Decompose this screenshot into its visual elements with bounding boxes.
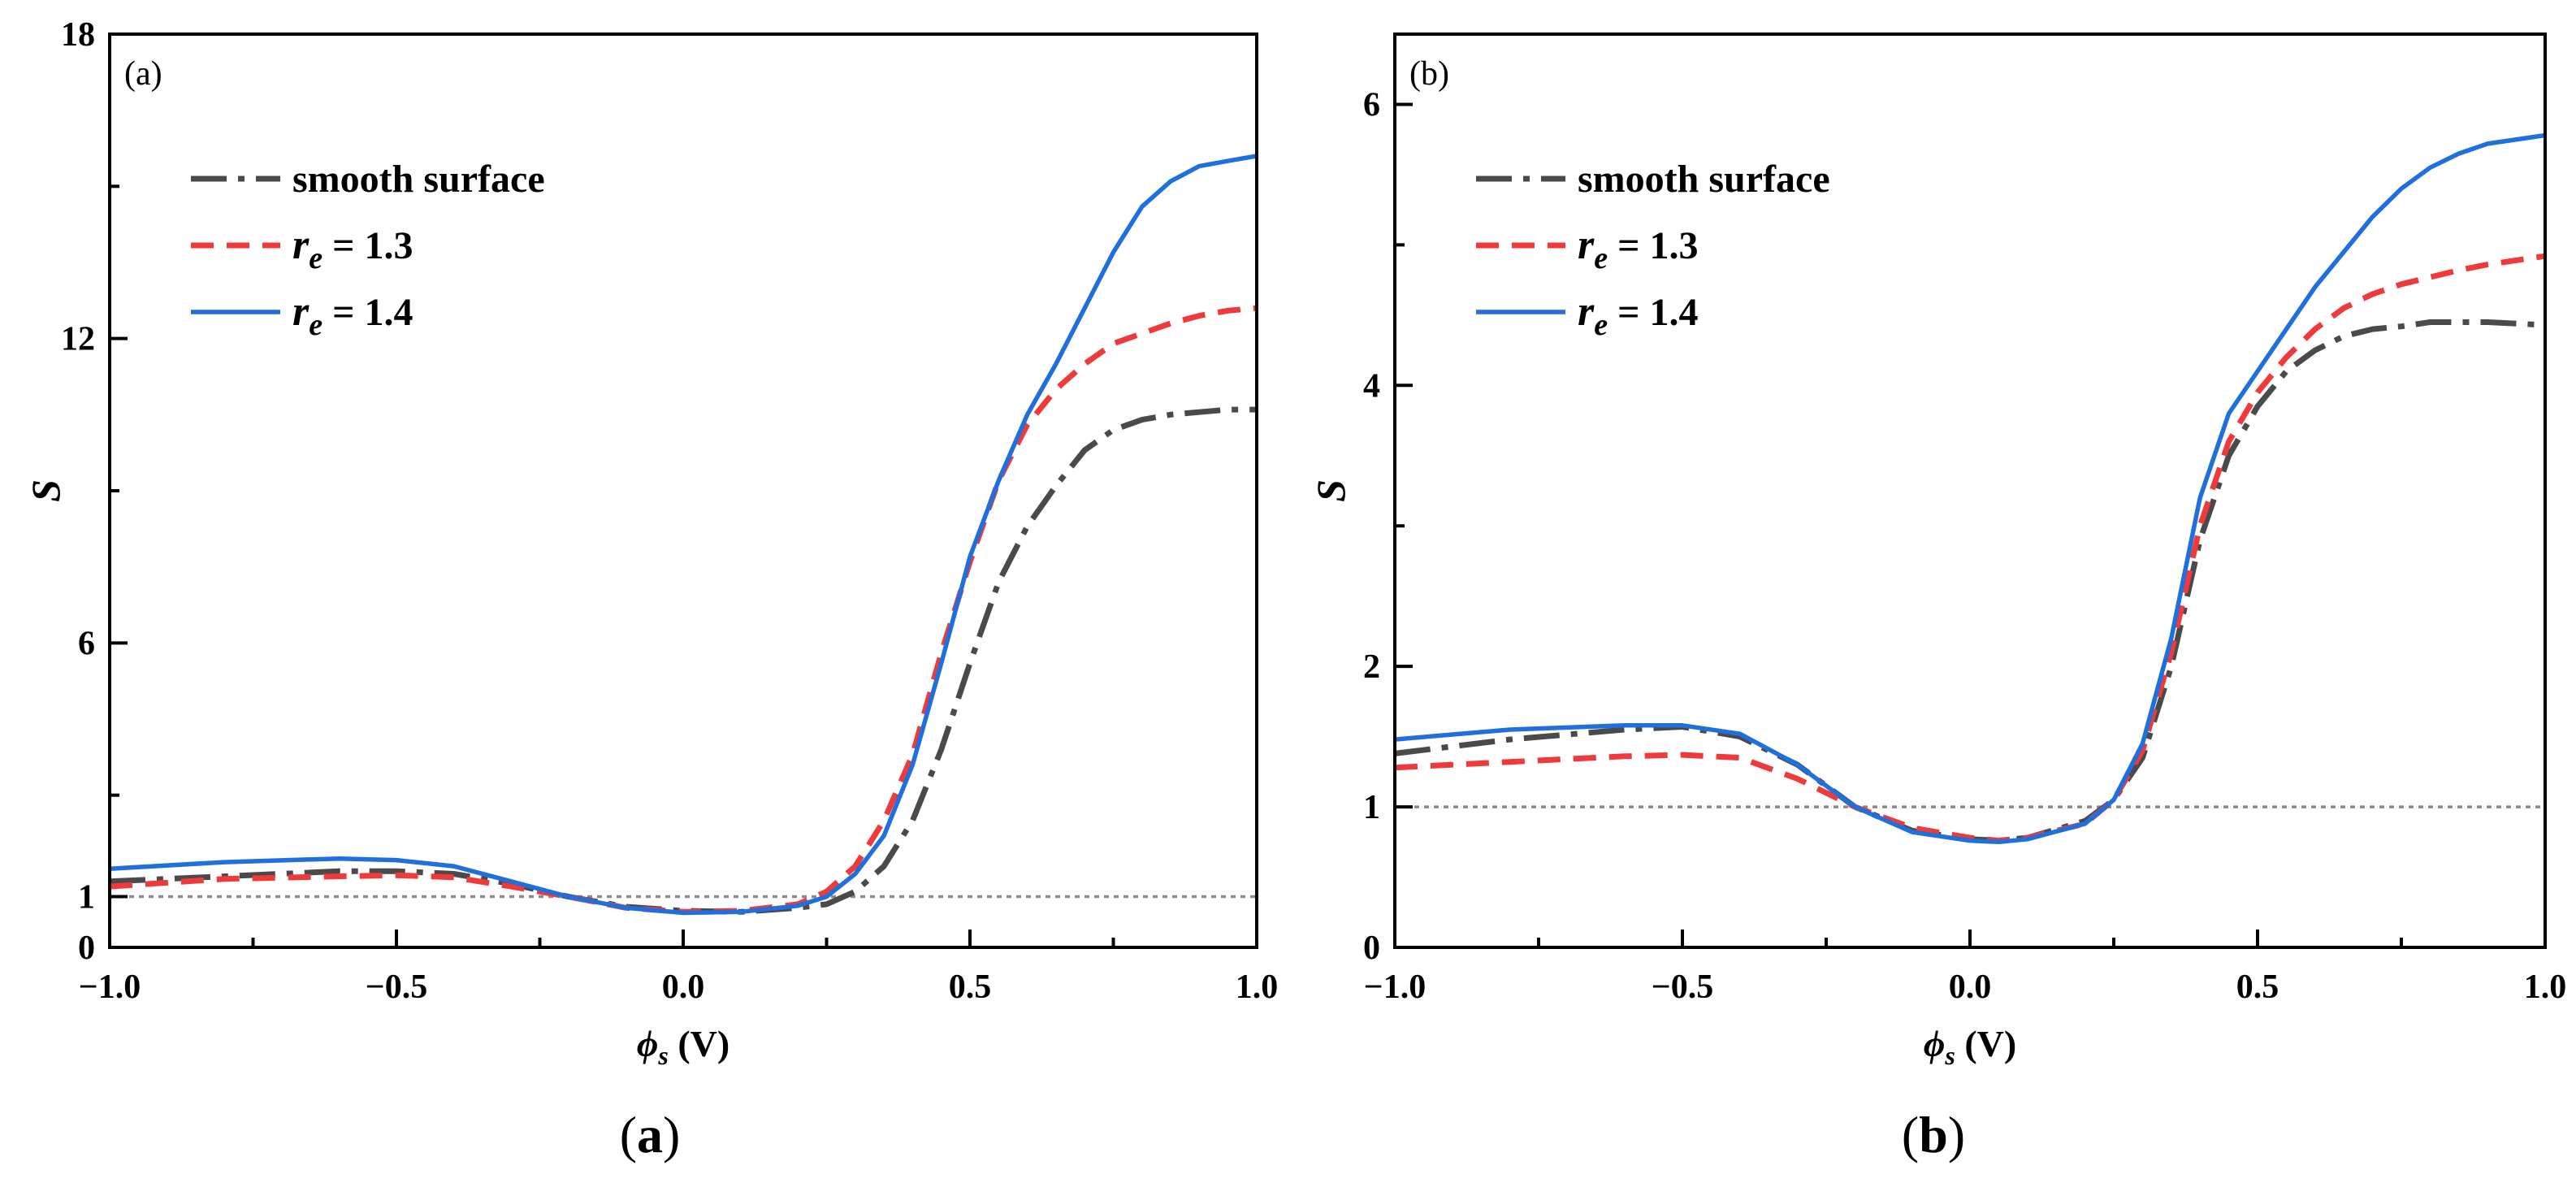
y-tick-label: 6: [1363, 86, 1380, 124]
x-axis-symbol: ϕ: [637, 1023, 659, 1064]
y-tick-label: 2: [1363, 648, 1380, 686]
series-line-solid: [1394, 132, 2546, 845]
caption-letter: a: [637, 1106, 663, 1164]
y-tick-label: 12: [61, 321, 95, 358]
legend-symbol: r: [1578, 288, 1595, 335]
legend-value: = 1.4: [323, 291, 413, 334]
series-line-dashdot: [1394, 319, 2546, 844]
chart-panel-b: −1.0 −0.5 0.0 0.5 1.0 0 1 2 4 6 (b) Sϕs (V) smooth s…: [1308, 32, 2567, 1164]
legend-symbol: r: [292, 288, 310, 335]
x-tick-label: −1.0: [79, 968, 141, 1006]
legend-symbol: r: [1578, 222, 1595, 268]
x-tick-label: −1.0: [1364, 968, 1426, 1006]
x-axis-unit: (V): [1955, 1023, 2016, 1064]
x-axis-title: ϕs (V): [637, 1023, 730, 1070]
x-tick-label: 0.0: [1949, 968, 1992, 1006]
panel-label: (b): [1409, 55, 1449, 93]
x-tick-label: 1.0: [2524, 968, 2567, 1006]
plot-frame: [108, 32, 1258, 949]
x-axis-subscript: s: [657, 1041, 668, 1070]
y-tick-label: 6: [78, 625, 95, 662]
legend-value: = 1.4: [1608, 291, 1698, 334]
caption-open: (: [620, 1106, 637, 1164]
x-tick-label: −0.5: [366, 968, 427, 1006]
legend-subscript: e: [309, 241, 323, 275]
x-axis-unit: (V): [669, 1023, 730, 1064]
plot-frame: [1393, 32, 2547, 949]
legend-label: re = 1.4: [292, 288, 413, 342]
x-axis-symbol: ϕ: [1924, 1023, 1946, 1064]
series-line-solid: [109, 154, 1258, 916]
y-tick-label: 0: [1363, 930, 1380, 967]
legend-value: = 1.3: [323, 224, 413, 267]
y-tick-label: 1: [78, 879, 95, 916]
panel-label: (a): [124, 55, 162, 93]
panel-caption: (a): [620, 1106, 681, 1164]
caption-close: ): [663, 1106, 680, 1164]
x-tick-label: −0.5: [1652, 968, 1713, 1006]
legend-label: re = 1.3: [292, 222, 413, 275]
legend-subscript: e: [1594, 308, 1608, 342]
y-tick-label: 18: [61, 16, 95, 54]
x-axis-subscript: s: [1944, 1041, 1955, 1070]
chart-panel-a: −1.0 −0.5 0.0 0.5 1.0 0 1 6 12 18 (a) Sϕs (V) smooth…: [23, 16, 1278, 1164]
legend-subscript: e: [1594, 241, 1608, 275]
caption-open: (: [1902, 1106, 1919, 1164]
series-line-dashdot: [109, 406, 1257, 915]
panel-caption: (b): [1902, 1106, 1965, 1164]
x-tick-label: 0.5: [2236, 968, 2279, 1006]
caption-close: ): [1948, 1106, 1965, 1164]
y-tick-label: 1: [1363, 789, 1380, 826]
y-axis-title: S: [23, 479, 68, 502]
x-tick-label: 0.5: [949, 968, 992, 1006]
legend-symbol: r: [292, 222, 310, 268]
y-axis-title: S: [1308, 479, 1353, 502]
caption-letter: b: [1919, 1106, 1948, 1164]
legend-label: re = 1.4: [1578, 288, 1698, 342]
legend-value: = 1.3: [1608, 224, 1698, 267]
x-tick-label: 1.0: [1236, 968, 1279, 1006]
legend-label: smooth surface: [292, 158, 545, 201]
y-tick-label: 4: [1363, 367, 1380, 405]
legend-label: smooth surface: [1578, 158, 1830, 201]
legend-label: re = 1.3: [1578, 222, 1698, 275]
legend-subscript: e: [309, 308, 323, 342]
y-tick-label: 0: [78, 930, 95, 967]
series-line-dashed: [109, 305, 1258, 915]
series-line-dashed: [1394, 253, 2546, 844]
x-axis-title: ϕs (V): [1924, 1023, 2016, 1070]
x-tick-label: 0.0: [662, 968, 705, 1006]
